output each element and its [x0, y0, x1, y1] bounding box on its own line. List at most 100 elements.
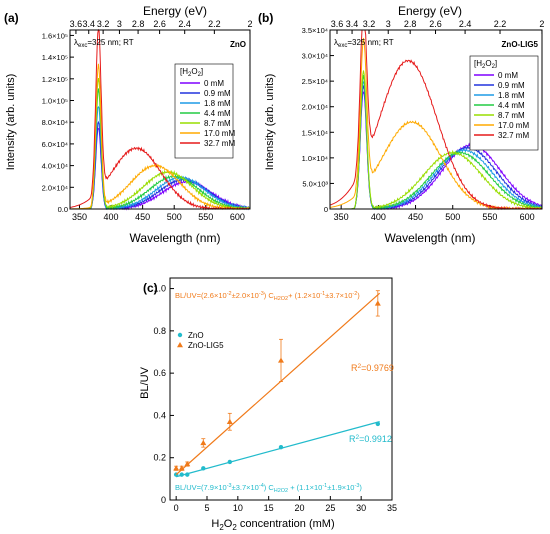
top-tick-label: 2.2 — [494, 19, 507, 29]
panel-c: (c) BL/UV H2O2 concentration (mM) 0 5 10 15… — [139, 277, 397, 532]
series-line — [330, 70, 543, 210]
data-point — [227, 459, 233, 465]
panel-c-r2-zno: R2=0.9912 — [349, 434, 392, 444]
top-tick-label: 2.4 — [459, 19, 472, 29]
x-tick-label: 25 — [325, 503, 335, 513]
panel-a-legend: [H2O2] 0 mM0.9 mM1.8 mM4.4 mM8.7 mM17.0 … — [174, 63, 235, 159]
data-point — [278, 357, 284, 363]
y-tick-label: 0.6 — [153, 368, 166, 378]
panel-c-x-axis-title: H2O2 concentration (mM) — [211, 518, 334, 532]
y-tick-label: 2.0×10⁴ — [302, 103, 328, 112]
panel-a-label: (a) — [4, 11, 19, 25]
panel-a-y-axis-title: Intensity (arb. units) — [5, 74, 17, 171]
legend-label: 4.4 mM — [498, 101, 525, 110]
x-tick-label: 450 — [408, 212, 423, 222]
top-tick-label: 3.6 — [331, 19, 344, 29]
y-tick-label: 0.8 — [153, 326, 166, 336]
x-tick-label: 20 — [294, 503, 304, 513]
y-tick-label: 0 — [161, 495, 166, 505]
y-tick-label: 2.5×10⁴ — [302, 77, 328, 86]
top-tick-label: 2.6 — [153, 19, 166, 29]
x-tick-label: 500 — [445, 212, 460, 222]
top-tick-label: 2 — [539, 19, 544, 29]
y-tick-label: 0 — [324, 205, 328, 214]
panel-b-top-axis-title: Energy (eV) — [398, 4, 462, 18]
y-tick-label: 1.0×10⁵ — [42, 97, 68, 106]
panel-b-legend-title: [H2O2] — [474, 59, 497, 70]
panel-b-y-axis-title: Intensity (arb. units) — [264, 74, 276, 171]
legend-label: 0.9 mM — [204, 89, 231, 98]
series-line — [70, 105, 251, 211]
panel-a-ticks: 350 400 450 500 550 600 0.0 2.0×10⁴ 4.0×10⁴ 6.0×1… — [42, 19, 253, 222]
data-point — [173, 465, 180, 471]
legend-label: 32.7 mM — [204, 139, 235, 148]
y-tick-label: 5.0×10³ — [302, 179, 328, 188]
y-tick-label: 6.0×10⁴ — [42, 140, 68, 149]
x-tick-label: 350 — [72, 212, 87, 222]
data-point — [201, 466, 206, 471]
data-point — [375, 421, 381, 427]
y-tick-label: 0.0 — [58, 205, 68, 214]
y-tick-label: 3.5×10⁴ — [302, 26, 328, 35]
fit-line — [176, 421, 380, 478]
x-tick-label: 600 — [520, 212, 535, 222]
y-tick-label: 1.5×10⁴ — [302, 128, 328, 137]
data-point — [185, 472, 190, 477]
x-tick-label: 550 — [198, 212, 213, 222]
data-point — [278, 444, 284, 450]
panel-b-sample-label: ZnO-LIG5 — [502, 40, 539, 49]
top-tick-label: 3 — [386, 19, 391, 29]
top-tick-label: 2.4 — [178, 19, 191, 29]
panel-a-sample-label: ZnO — [230, 40, 246, 49]
legend-label: 1.8 mM — [498, 91, 525, 100]
data-point — [200, 439, 207, 446]
x-tick-label: 400 — [371, 212, 386, 222]
panel-c-series — [173, 290, 381, 478]
panel-b-frame — [329, 29, 543, 210]
panel-c-r2-lig5: R2=0.9769 — [351, 363, 394, 373]
x-tick-label: 600 — [230, 212, 245, 222]
top-tick-label: 2 — [247, 19, 252, 29]
panel-c-ticks: 0 5 10 15 20 25 30 35 0 0.2 0.4 0.6 0.8 1.0 — [153, 284, 397, 513]
x-tick-label: 35 — [387, 503, 397, 513]
legend-label: 1.8 mM — [204, 99, 231, 108]
x-tick-label: 500 — [167, 212, 182, 222]
y-tick-label: 1.0 — [153, 284, 166, 294]
top-tick-label: 3 — [117, 19, 122, 29]
y-tick-label: 0.2 — [153, 453, 166, 463]
legend-label: ZnO — [188, 331, 204, 340]
data-point — [184, 461, 191, 467]
y-tick-label: 4.0×10⁴ — [42, 162, 68, 171]
legend-marker — [177, 342, 183, 348]
x-tick-label: 450 — [135, 212, 150, 222]
x-tick-label: 15 — [264, 503, 274, 513]
data-point — [374, 300, 381, 306]
y-tick-label: 2.0×10⁴ — [42, 183, 68, 192]
x-tick-label: 0 — [174, 503, 179, 513]
panel-c-label: (c) — [143, 281, 158, 295]
top-tick-label: 3.2 — [97, 19, 110, 29]
series-line — [70, 120, 251, 211]
panel-a-x-axis-title: Wavelength (nm) — [130, 231, 221, 245]
panel-c-equation-zno: BL/UV=(7.9×10-3±3.7×10-4) CH2O2 + (1.1×1… — [175, 483, 362, 494]
y-tick-label: 8.0×10⁴ — [42, 118, 68, 127]
y-tick-label: 1.4×10⁵ — [42, 53, 68, 62]
top-tick-label: 3.4 — [82, 19, 95, 29]
legend-label: 17.0 mM — [204, 129, 235, 138]
x-tick-label: 5 — [204, 503, 209, 513]
legend-label: 17.0 mM — [498, 121, 529, 130]
panel-b-annotation: λexc=325 nm; RT — [334, 38, 394, 49]
legend-label: 8.7 mM — [204, 119, 231, 128]
panel-c-y-axis-title: BL/UV — [139, 366, 151, 398]
top-tick-label: 2.8 — [404, 19, 417, 29]
x-tick-label: 30 — [356, 503, 366, 513]
top-tick-label: 2.2 — [208, 19, 221, 29]
data-point — [226, 418, 233, 424]
panel-b-label: (b) — [258, 11, 273, 25]
top-tick-label: 2.6 — [429, 19, 442, 29]
panel-b: (b) Energy (eV) Intensity (arb. units) W… — [258, 4, 544, 245]
x-tick-label: 400 — [104, 212, 119, 222]
legend-label: 0 mM — [204, 79, 224, 88]
panel-c-equation-lig5: BL/UV=(2.6×10-2±2.0×10-3) CH2O2+ (1.2×10… — [175, 291, 360, 302]
